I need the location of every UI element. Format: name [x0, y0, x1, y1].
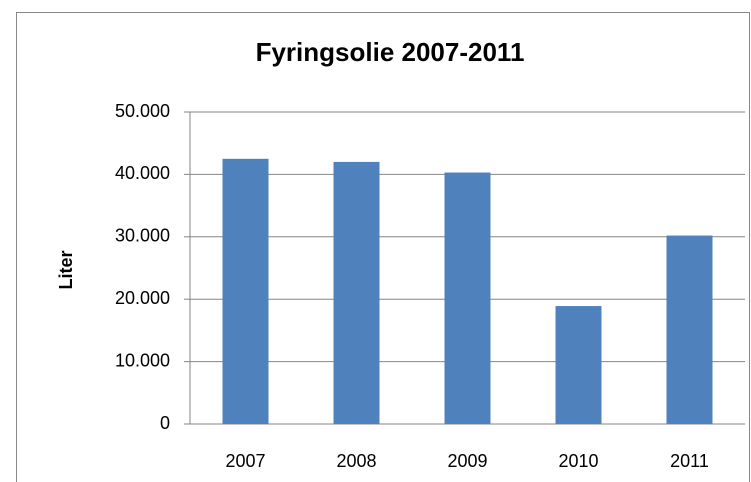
y-tick-label: 10.000	[115, 350, 170, 370]
y-axis-label: Liter	[56, 250, 76, 289]
y-tick-label: 0	[160, 413, 170, 433]
x-tick-label: 2009	[447, 451, 487, 471]
chart-title: Fyringsolie 2007-2011	[256, 37, 525, 67]
x-tick-label: 2008	[336, 451, 376, 471]
x-tick-label: 2007	[225, 451, 265, 471]
x-tick-label: 2011	[670, 451, 709, 471]
y-tick-label: 30.000	[115, 226, 170, 246]
bar	[555, 306, 602, 424]
bar	[666, 235, 713, 424]
bar	[444, 172, 491, 424]
bar	[333, 161, 380, 425]
y-tick-label: 50.000	[115, 101, 170, 121]
y-tick-label: 20.000	[115, 288, 170, 308]
chart-border	[16, 12, 750, 482]
bar	[222, 158, 269, 425]
y-tick-label: 40.000	[115, 163, 170, 183]
x-tick-label: 2010	[558, 451, 598, 471]
